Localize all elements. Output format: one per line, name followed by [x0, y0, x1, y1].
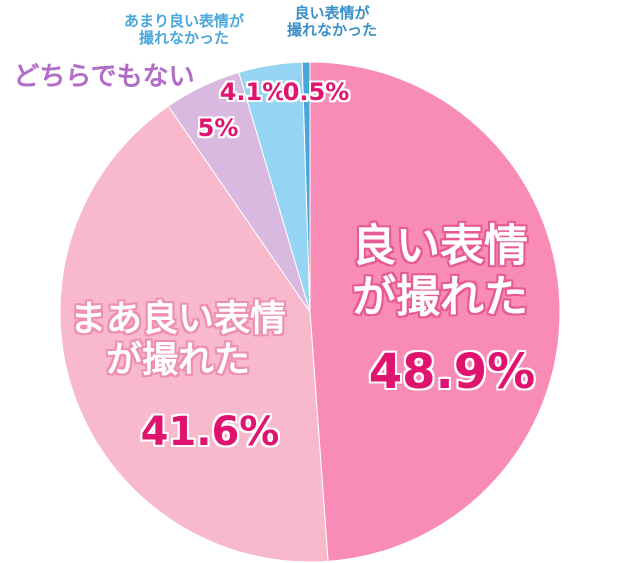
- value-label: 48.9%: [368, 344, 536, 400]
- value-label: 4.1%: [219, 78, 287, 106]
- slice-label: あまり良い表情が 撮れなかった: [123, 11, 245, 47]
- slice-label: 良い表情 が撮れた: [352, 220, 528, 322]
- value-label: 5%: [197, 114, 239, 142]
- pie-slice: [59, 105, 329, 563]
- pie-slice: [301, 61, 311, 313]
- pie-slice: [309, 61, 561, 562]
- slice-label: まあ良い表情 が撮れた: [69, 298, 287, 381]
- slice-label: どちらでもない: [13, 62, 195, 93]
- slice-label: 良い表情が 撮れなかった: [286, 3, 378, 39]
- value-label: 41.6%: [140, 409, 280, 455]
- value-label: 0.5%: [282, 78, 350, 106]
